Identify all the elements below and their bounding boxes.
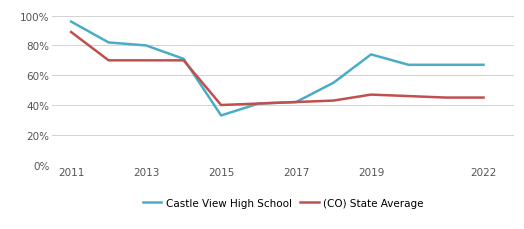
(CO) State Average xyxy=(180,60,187,63)
Castle View High School xyxy=(105,42,112,45)
Castle View High School xyxy=(180,58,187,61)
Castle View High School xyxy=(293,101,299,104)
(CO) State Average xyxy=(293,101,299,104)
Castle View High School xyxy=(255,103,261,105)
Castle View High School xyxy=(68,21,74,24)
(CO) State Average xyxy=(406,95,412,98)
Castle View High School xyxy=(406,64,412,67)
(CO) State Average xyxy=(331,100,337,103)
(CO) State Average xyxy=(368,94,374,97)
Castle View High School xyxy=(331,82,337,85)
Line: (CO) State Average: (CO) State Average xyxy=(71,33,484,106)
(CO) State Average xyxy=(105,60,112,63)
Castle View High School xyxy=(368,54,374,57)
(CO) State Average xyxy=(255,103,261,105)
(CO) State Average xyxy=(218,104,224,107)
Castle View High School xyxy=(143,45,149,48)
(CO) State Average xyxy=(68,32,74,34)
Castle View High School xyxy=(481,64,487,67)
Line: Castle View High School: Castle View High School xyxy=(71,22,484,116)
(CO) State Average xyxy=(481,97,487,100)
(CO) State Average xyxy=(143,60,149,63)
(CO) State Average xyxy=(443,97,449,100)
Castle View High School xyxy=(443,64,449,67)
Castle View High School xyxy=(218,114,224,117)
Legend: Castle View High School, (CO) State Average: Castle View High School, (CO) State Aver… xyxy=(143,198,423,208)
